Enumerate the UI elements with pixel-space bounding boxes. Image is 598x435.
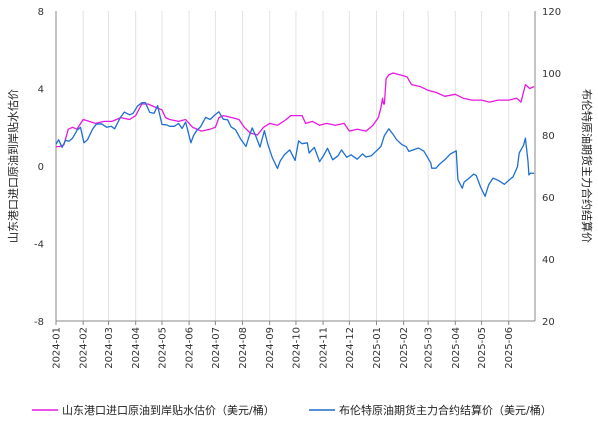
vertical-gridlines [55,11,510,321]
right-axis-title: 布伦特原油期货主力合约结算价 [580,89,594,243]
axes [55,11,536,325]
x-tick-label: 2024-07 [211,327,222,369]
left-y-tick-label: -4 [34,240,44,251]
left-y-tick-label: 0 [38,162,44,173]
right-y-tick-label: 40 [542,255,555,266]
left-y-tick-label: 8 [38,7,44,18]
x-tick-label: 2024-02 [79,327,90,369]
right-y-tick-label: 20 [542,317,555,328]
x-tick-label: 2024-04 [131,327,142,369]
right-y-tick-label: 80 [542,131,555,142]
series-lines [55,72,535,198]
legend-label-brent: 布伦特原油期货主力合约结算价（美元/桶） [339,403,552,417]
x-tick-label: 2025-01 [372,327,383,369]
legend: 山东港口进口原油到岸贴水估价（美元/桶） 布伦特原油期货主力合约结算价（美元/桶… [32,403,552,417]
left-y-tick-label: 4 [38,85,44,96]
x-tick-label: 2024-12 [345,327,356,369]
legend-label-shandong: 山东港口进口原油到岸贴水估价（美元/桶） [62,403,275,417]
x-tick-label: 2024-05 [157,327,168,369]
x-tick-label: 2024-01 [52,327,63,369]
x-tick-label: 2025-02 [399,327,410,369]
tick-labels: 2024-01 2024-02 2024-03 2024-04 2024-05 2024-… [34,7,561,369]
series-line-brent-price [55,101,535,198]
right-y-tick-label: 60 [542,193,555,204]
x-tick-label: 2025-05 [477,327,488,369]
left-y-tick-label: -8 [34,317,44,328]
x-tick-label: 2025-06 [504,327,515,369]
x-tick-label: 2024-08 [238,327,249,369]
x-tick-label: 2024-11 [319,327,330,369]
x-tick-label: 2024-10 [291,327,302,369]
left-axis-title: 山东港口进口原油到岸贴水估价 [6,89,20,243]
series-line-shandong-premium [56,72,535,148]
x-tick-label: 2025-03 [424,327,435,369]
x-tick-label: 2024-03 [104,327,115,369]
x-tick-label: 2024-06 [185,327,196,369]
x-tick-label: 2025-04 [451,327,462,369]
right-y-tick-label: 120 [542,7,561,18]
x-tick-label: 2024-09 [265,327,276,369]
right-y-tick-label: 100 [542,69,561,80]
